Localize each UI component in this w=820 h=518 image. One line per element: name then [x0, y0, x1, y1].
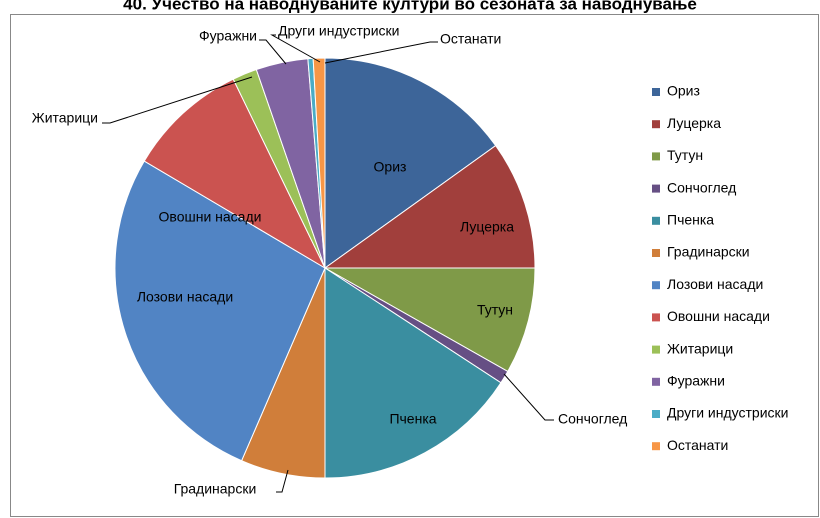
legend-label: Овошни насади: [667, 308, 770, 324]
legend-swatch: [652, 377, 660, 386]
legend-swatch: [652, 120, 660, 129]
leader-line: [259, 39, 287, 65]
slice-label: Луцерка: [460, 219, 514, 235]
legend-label: Други индустриски: [667, 405, 788, 421]
legend-label: Луцерка: [667, 115, 721, 131]
pie-slice: [324, 57, 497, 269]
slice-label: Тутун: [477, 302, 513, 318]
leader-line: [324, 41, 438, 64]
slice-label: Сончоглед: [558, 411, 627, 427]
pie-slice: [323, 144, 536, 269]
legend-label: Ориз: [667, 83, 700, 99]
legend-swatch: [652, 345, 660, 354]
chart-title: 40. Учество на наводнуваните култури во …: [123, 0, 697, 13]
slice-label: Ориз: [374, 159, 407, 175]
slice-label: Градинарски: [174, 481, 257, 497]
leader-line: [276, 469, 289, 493]
legend-swatch: [652, 216, 660, 225]
pie-slice: [143, 78, 327, 270]
slice-label: Други индустриски: [278, 23, 399, 39]
slice-label: Житарици: [32, 110, 98, 126]
pie-slice: [323, 267, 536, 373]
legend-label: Сончоглед: [667, 179, 736, 195]
leader-line: [270, 34, 321, 63]
legend-swatch: [652, 88, 660, 96]
pie-slice: [114, 160, 326, 462]
legend-label: Пченка: [667, 212, 714, 228]
slice-label: Пченка: [389, 411, 436, 427]
legend-swatch: [652, 249, 660, 257]
legend-label: Лозови насади: [667, 276, 763, 292]
legend-swatch: [652, 281, 660, 290]
legend-label: Житарици: [667, 340, 733, 356]
slice-label: Фуражни: [199, 28, 257, 44]
leader-line: [102, 76, 253, 124]
leader-line: [503, 373, 554, 421]
legend-label: Тутун: [667, 147, 703, 163]
legend-swatch: [652, 184, 660, 193]
slice-label: Овошни насади: [159, 209, 262, 225]
legend-label: Останати: [667, 437, 728, 453]
pie-slice: [324, 267, 502, 479]
legend-swatch: [652, 442, 660, 451]
legend-swatch: [652, 410, 660, 418]
legend-label: Фуражни: [667, 373, 725, 389]
slice-label: Останати: [440, 31, 501, 47]
legend-swatch: [652, 152, 660, 161]
slice-label: Лозови насади: [137, 289, 233, 305]
legend-swatch: [652, 313, 660, 322]
legend-label: Градинарски: [667, 244, 750, 260]
